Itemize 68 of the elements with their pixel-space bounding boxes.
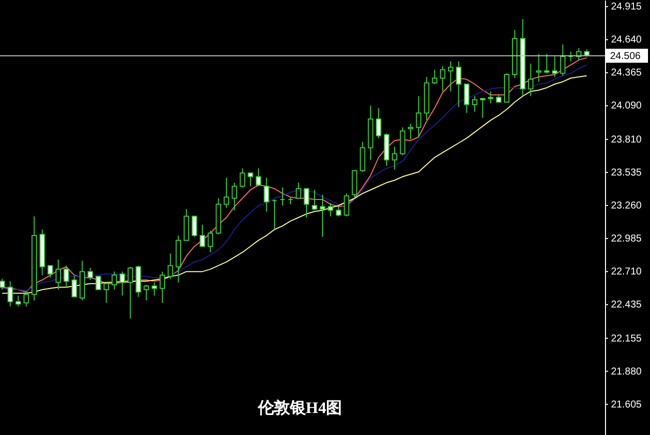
y-tick-label: 21.605 <box>611 399 642 410</box>
y-tick-label: 22.435 <box>611 300 642 311</box>
candlestick <box>112 271 118 290</box>
candlestick <box>416 96 422 138</box>
candlestick <box>96 276 101 290</box>
candlestick <box>304 188 310 218</box>
y-tick-label: 23.260 <box>611 200 642 212</box>
y-tick-label: 22.985 <box>611 234 642 245</box>
y-tick-label: 21.880 <box>611 366 642 378</box>
y-tick-label: 24.640 <box>611 34 642 46</box>
candlestick <box>104 282 110 304</box>
candlestick <box>152 282 158 296</box>
candlestick <box>480 98 486 118</box>
candlestick <box>440 66 446 92</box>
candlestick <box>448 60 454 92</box>
candlestick <box>128 266 134 319</box>
candlestick <box>432 69 438 85</box>
candlestick <box>320 194 326 238</box>
ref-line-label: 24.506 <box>610 50 642 62</box>
candlestick <box>488 90 494 104</box>
candlestick <box>168 253 174 280</box>
y-tick-label: 24.915 <box>611 2 642 13</box>
candlestick <box>296 182 302 199</box>
y-tick-label: 22.155 <box>611 333 642 344</box>
candlestick <box>256 168 262 187</box>
candlestick <box>344 192 350 217</box>
y-tick-label: 24.090 <box>611 100 642 112</box>
candlestick <box>160 271 166 304</box>
candlestick <box>208 230 214 253</box>
y-tick-label: 23.810 <box>611 134 642 146</box>
candlestick <box>312 189 318 211</box>
text: 伦敦银H4图 <box>256 399 342 417</box>
candlestick <box>408 123 414 140</box>
candlestick <box>552 56 558 78</box>
candlestick <box>400 126 406 156</box>
y-tick-label: 23.535 <box>611 167 642 178</box>
candlestick <box>456 60 462 108</box>
candlestick <box>88 267 93 280</box>
candlestick <box>0 278 5 290</box>
candlestick <box>536 54 542 82</box>
y-tick-label: 22.710 <box>611 266 642 278</box>
candlestick <box>472 96 478 112</box>
candlestick <box>376 108 382 139</box>
candlestick <box>8 280 13 307</box>
candlestick <box>248 172 254 187</box>
candlestick <box>224 177 230 208</box>
candlestick <box>64 265 69 288</box>
candlestick <box>464 84 470 114</box>
candlestick <box>120 271 126 296</box>
candlestick <box>328 202 334 217</box>
candlestick <box>16 295 21 307</box>
candlestick <box>544 54 550 74</box>
candlestick <box>360 141 366 172</box>
candlestick <box>48 265 53 278</box>
candlestick <box>392 146 398 170</box>
candlestick <box>264 177 270 212</box>
candlestick <box>528 63 534 97</box>
candlestick <box>192 216 198 238</box>
candlestick <box>560 44 566 76</box>
candlestick <box>232 182 238 211</box>
candlestick <box>144 284 150 301</box>
candlestick <box>56 259 61 290</box>
y-tick-label: 24.365 <box>611 68 642 79</box>
candlestick <box>336 206 342 217</box>
candlestick <box>72 276 77 298</box>
candlestick <box>24 292 29 307</box>
candlestick <box>200 224 206 247</box>
candlestick <box>240 168 246 188</box>
